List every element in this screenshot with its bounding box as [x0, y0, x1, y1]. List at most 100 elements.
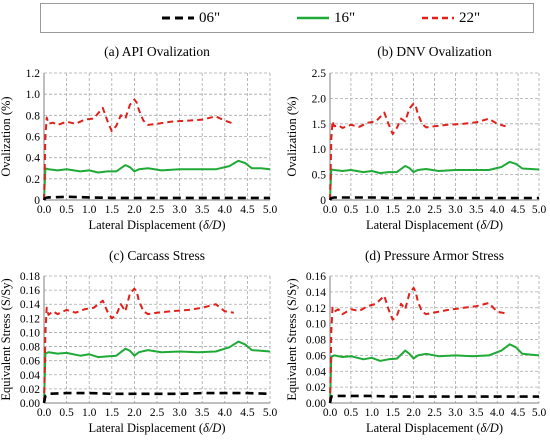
y-tick-label: 0.00	[306, 398, 326, 410]
series-line-16	[329, 160, 540, 201]
x-tick-label: 2.5	[150, 407, 165, 419]
y-tick-label: 0.6	[26, 132, 41, 144]
y-axis-label: Ovalization (%)	[285, 96, 299, 176]
x-axis-label: Lateral Displacement (δ/D)	[88, 421, 225, 435]
series-line-06	[42, 195, 270, 201]
chart-title-c: (c) Carcass Stress	[109, 248, 205, 263]
chart-c: (c) Carcass Stress 0.0 0.5 1.0 1.5 2.0 2.5 3.0 3…	[0, 248, 277, 435]
y-tick-label: 0.04	[306, 366, 326, 378]
y-tick-label: 0.4	[26, 153, 41, 165]
x-axis-label: Lateral Displacement (δ/D)	[366, 218, 503, 232]
x-tick-label: 4.5	[240, 204, 255, 216]
y-tick-label: 1.0	[26, 89, 41, 101]
y-tick-label: 0.08	[306, 335, 326, 347]
x-tick-label: 5.0	[532, 407, 547, 419]
series-line-22	[329, 102, 506, 201]
legend-label-16: 16"	[334, 10, 356, 26]
legend-label-06: 06"	[199, 10, 221, 26]
y-tick-label: 0.14	[306, 287, 326, 299]
y-tick-label: 0.18	[20, 271, 40, 283]
y-tick-label: 1.0	[312, 144, 327, 156]
y-tick-label: 0	[320, 195, 326, 207]
y-axis-label: Ovalization (%)	[0, 96, 13, 176]
x-axis-label: Lateral Displacement (δ/D)	[366, 421, 503, 435]
x-tick-label: 5.0	[263, 407, 278, 419]
y-tick-label: 0.8	[26, 110, 41, 122]
y-tick-label: 0.04	[20, 370, 40, 382]
y-axis-label: Equivalent Stress (S/Sy)	[0, 278, 13, 400]
x-tick-label: 4.5	[511, 204, 526, 216]
x-tick-label: 1.5	[386, 407, 401, 419]
y-tick-label: 0.02	[306, 382, 326, 394]
x-tick-label: 2.5	[427, 204, 442, 216]
x-tick-label: 4.0	[490, 204, 505, 216]
series-line-06	[328, 394, 539, 404]
series-line-22	[43, 98, 235, 201]
x-tick-label: 1.5	[105, 204, 120, 216]
series-line-16	[329, 343, 540, 404]
chart-b: (b) DNV Ovalization 0.0 0.5 1.0 1.5 2.0 2.5 3.0…	[285, 44, 546, 232]
legend-label-22: 22"	[459, 10, 481, 26]
series-line-22	[43, 287, 234, 404]
x-tick-label: 1.0	[365, 204, 380, 216]
x-tick-label: 1.0	[82, 204, 97, 216]
y-tick-label: 0.10	[20, 327, 40, 339]
x-tick-label: 5.0	[532, 204, 547, 216]
x-tick-label: 2.5	[150, 204, 165, 216]
x-tick-label: 3.0	[448, 407, 463, 419]
y-tick-label: 0.06	[306, 350, 326, 362]
x-tick-label: 3.0	[172, 204, 187, 216]
x-tick-label: 0.0	[37, 407, 52, 419]
x-tick-label: 2.0	[406, 407, 421, 419]
y-tick-label: 0.16	[306, 271, 326, 283]
y-tick-label: 0.10	[306, 319, 326, 331]
x-tick-label: 2.0	[127, 204, 142, 216]
x-tick-label: 4.0	[218, 204, 233, 216]
x-tick-label: 1.5	[386, 204, 401, 216]
y-tick-label: 0.14	[20, 299, 40, 311]
legend-swatch-06	[162, 16, 194, 20]
x-tick-label: 0.5	[59, 407, 74, 419]
x-tick-label: 3.0	[448, 204, 463, 216]
chart-title-d: (d) Pressure Armor Stress	[365, 248, 504, 263]
y-tick-label: 0.02	[20, 384, 40, 396]
x-tick-label: 0.5	[344, 204, 359, 216]
series-line-06	[328, 196, 539, 201]
x-tick-label: 2.0	[406, 204, 421, 216]
x-tick-label: 3.5	[195, 407, 210, 419]
y-tick-label: 0	[34, 195, 40, 207]
y-tick-label: 2.5	[312, 68, 327, 80]
x-tick-label: 4.5	[240, 407, 255, 419]
y-tick-label: 0.00	[20, 398, 40, 410]
x-tick-label: 3.0	[172, 407, 187, 419]
series-line-06	[42, 391, 271, 404]
y-tick-label: 0.2	[26, 174, 41, 186]
y-tick-label: 0.5	[312, 170, 327, 182]
x-tick-label: 0.5	[344, 407, 359, 419]
y-tick-label: 1.2	[26, 68, 41, 80]
x-tick-label: 2.5	[427, 407, 442, 419]
x-tick-label: 1.5	[105, 407, 120, 419]
legend-swatch-16	[297, 16, 329, 20]
chart-title-a: (a) API Ovalization	[104, 44, 210, 59]
legend: 06" 16" 22"	[40, 3, 534, 33]
y-axis-label: Equivalent Stress (S/Sy)	[285, 278, 299, 400]
y-tick-label: 0.12	[306, 303, 326, 315]
legend-swatch-22	[422, 16, 454, 20]
series-line-22	[329, 286, 506, 404]
x-tick-label: 3.5	[469, 204, 484, 216]
x-tick-label: 0.0	[323, 204, 338, 216]
x-axis-label: Lateral Displacement (δ/D)	[88, 218, 225, 232]
x-tick-label: 3.5	[469, 407, 484, 419]
x-tick-label: 0.0	[323, 407, 338, 419]
y-tick-label: 2.0	[312, 93, 327, 105]
y-tick-label: 1.5	[312, 119, 327, 131]
x-tick-label: 5.0	[263, 204, 278, 216]
x-tick-label: 4.0	[490, 407, 505, 419]
chart-d: (d) Pressure Armor Stress 0.0 0.5 1.0 1.5 2.0…	[285, 248, 546, 435]
x-tick-label: 3.5	[195, 204, 210, 216]
chart-a: (a) API Ovalization 0.0 0.5 1.0 1.5 2.0 2.5 3.0…	[0, 44, 277, 232]
x-tick-label: 1.0	[82, 407, 97, 419]
x-tick-label: 0.5	[59, 204, 74, 216]
